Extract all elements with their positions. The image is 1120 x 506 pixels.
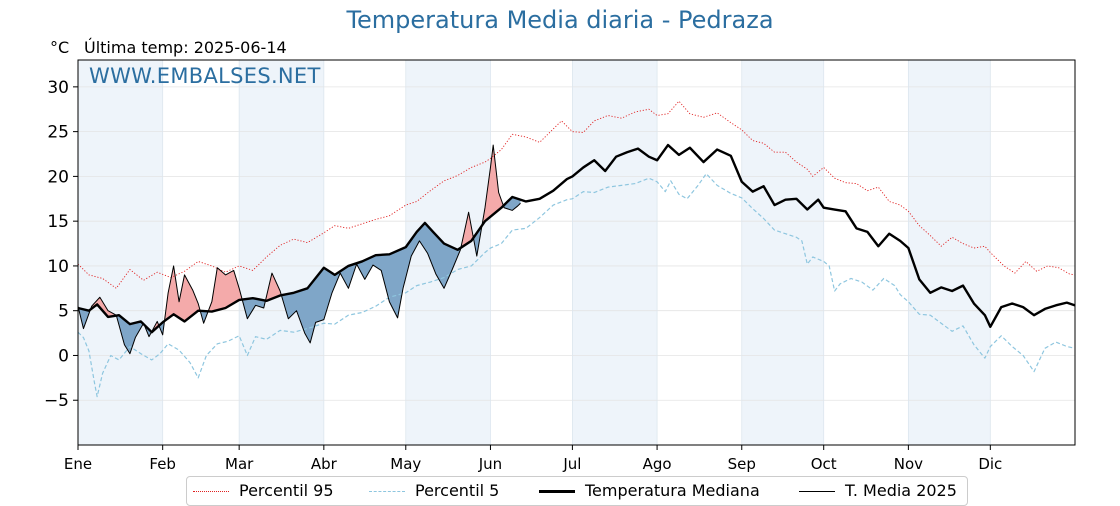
x-tick-label: May (390, 455, 421, 473)
y-tick-label: −5 (44, 391, 69, 411)
last-temperature-date: Última temp: 2025-06-14 (84, 38, 287, 57)
site-watermark: WWW.EMBALSES.NET (89, 64, 321, 88)
y-tick-label: 5 (58, 302, 69, 322)
series-line-percentil-5 (77, 173, 1076, 398)
x-tick-label: Oct (811, 455, 837, 473)
legend-label-temperatura-mediana: Temperatura Mediana (585, 481, 760, 500)
x-tick-label: Dic (978, 455, 1002, 473)
series-line-percentil-95 (77, 100, 1076, 289)
x-tick-label: Abr (311, 455, 338, 473)
y-tick-label: 15 (47, 212, 69, 232)
legend-label-t-media-2025: T. Media 2025 (845, 481, 957, 500)
legend-swatch-percentil-95 (193, 491, 229, 492)
month-band-sep (741, 60, 824, 445)
chart-legend: Percentil 95 Percentil 5 Temperatura Med… (186, 476, 968, 506)
x-tick-label: Mar (225, 455, 254, 473)
legend-label-percentil-5: Percentil 5 (415, 481, 500, 500)
x-tick-label: Ene (64, 455, 92, 473)
series-line-temperatura-mediana (77, 143, 1076, 334)
y-axis-unit-label: °C (50, 38, 70, 57)
month-band-nov (908, 60, 991, 445)
plot-area-frame (77, 59, 1076, 446)
x-tick-label: Ago (643, 455, 672, 473)
legend-swatch-t-media-2025 (799, 491, 835, 492)
x-tick-label: Jun (478, 455, 502, 473)
y-tick-label: 25 (47, 123, 69, 143)
x-tick-label: Nov (894, 455, 923, 473)
chart-title: Temperatura Media diaria - Pedraza (346, 6, 774, 34)
month-band-ene (78, 60, 163, 445)
y-tick-label: 30 (47, 78, 69, 98)
x-tick-label: Sep (728, 455, 756, 473)
x-tick-label: Feb (149, 455, 176, 473)
month-band-mar (239, 60, 324, 445)
legend-swatch-percentil-5 (369, 491, 405, 492)
y-tick-label: 10 (47, 257, 69, 277)
x-tick-label: Jul (562, 455, 581, 473)
legend-swatch-temperatura-mediana (539, 490, 575, 493)
y-tick-label: 20 (47, 167, 69, 187)
legend-label-percentil-95: Percentil 95 (239, 481, 334, 500)
y-tick-label: 0 (58, 346, 69, 366)
series-line-t-media-2025 (77, 144, 521, 355)
month-band-jul (572, 60, 658, 445)
